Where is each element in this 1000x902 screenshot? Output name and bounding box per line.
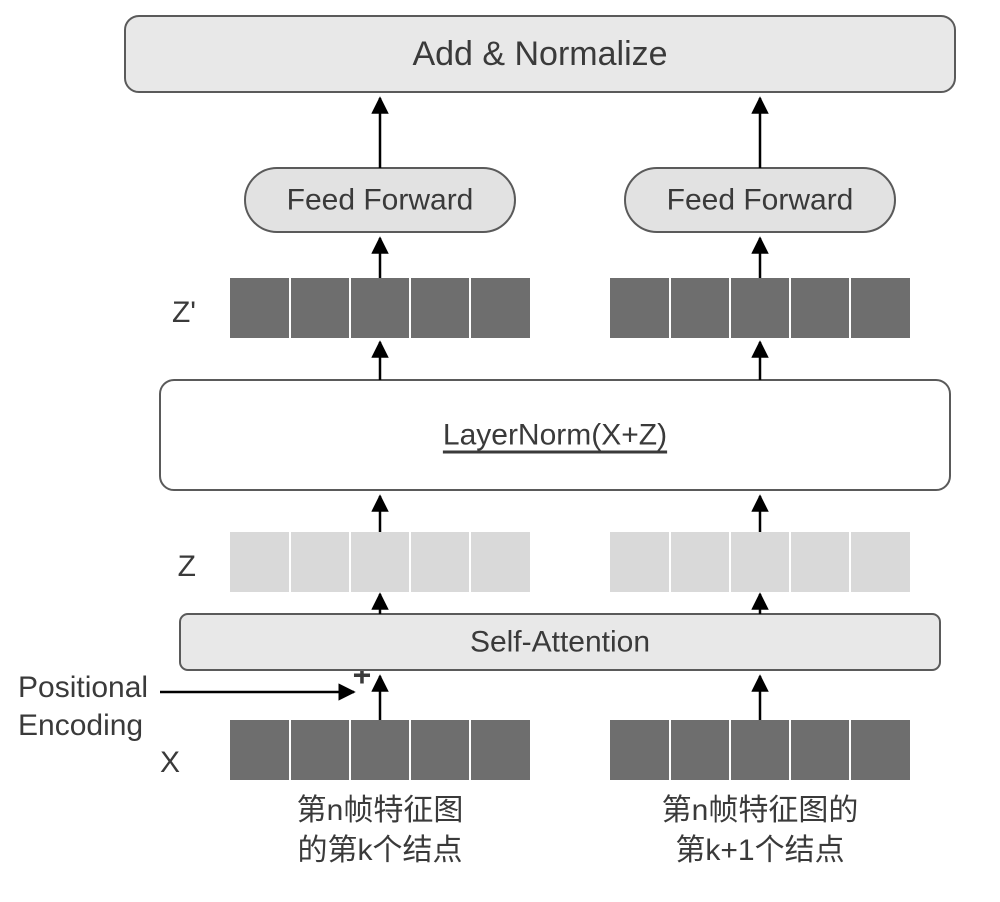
zprime-label: Z' xyxy=(172,296,196,329)
token-row xyxy=(230,720,530,780)
block-label: Add & Normalize xyxy=(412,35,667,73)
token-row xyxy=(610,720,910,780)
pill-block: Feed Forward xyxy=(625,168,895,232)
diagram-root: 第n帧特征图的第k个结点 第n帧特征图的第k+1个结点 X Positional Enc… xyxy=(0,0,1000,902)
token-row xyxy=(610,532,910,592)
caption-right-l2: 第k+1个结点 xyxy=(675,834,844,867)
caption-left-l2: 的第k个结点 xyxy=(298,834,463,867)
block: LayerNorm(X+Z) xyxy=(160,380,950,490)
token-row xyxy=(230,278,530,338)
x-label: X xyxy=(160,746,180,779)
positional-l2: Encoding xyxy=(18,709,143,742)
block: Self-Attention xyxy=(180,614,940,670)
block: Add & Normalize xyxy=(125,16,955,92)
token-row xyxy=(230,532,530,592)
positional-l1: Positional xyxy=(18,671,148,704)
pill-label: Feed Forward xyxy=(667,184,854,217)
pill-block: Feed Forward xyxy=(245,168,515,232)
block-label: LayerNorm(X+Z) xyxy=(443,419,667,452)
token-row xyxy=(610,278,910,338)
caption-left-l1: 第n帧特征图 xyxy=(297,794,464,827)
block-label: Self-Attention xyxy=(470,626,650,659)
pill-label: Feed Forward xyxy=(287,184,474,217)
z-label: Z xyxy=(178,550,196,583)
caption-right-l1: 第n帧特征图的 xyxy=(662,794,859,827)
